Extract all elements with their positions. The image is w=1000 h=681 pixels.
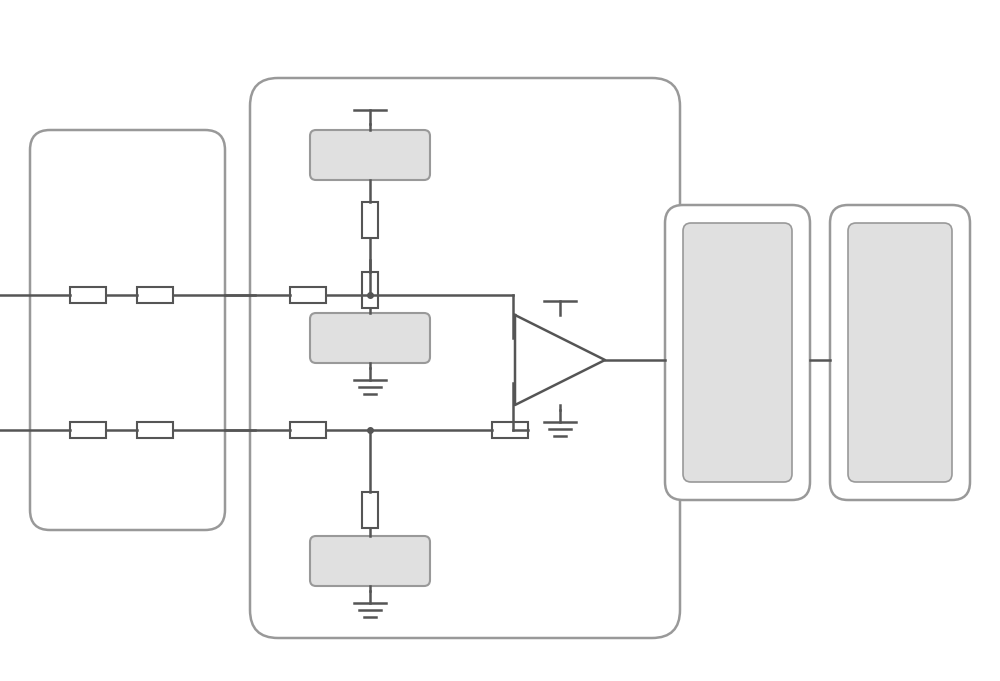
Bar [290, 287, 326, 303]
FancyBboxPatch shape [250, 78, 680, 638]
Bar [492, 422, 528, 438]
FancyBboxPatch shape [310, 130, 430, 180]
FancyBboxPatch shape [310, 313, 430, 363]
FancyBboxPatch shape [30, 130, 225, 530]
FancyBboxPatch shape [830, 205, 970, 500]
Bar [137, 287, 173, 303]
Bar [362, 202, 378, 238]
FancyBboxPatch shape [665, 205, 810, 500]
Bar [290, 422, 326, 438]
Bar [70, 422, 106, 438]
Bar [362, 272, 378, 308]
FancyBboxPatch shape [848, 223, 952, 482]
Bar [137, 422, 173, 438]
Bar [362, 492, 378, 528]
FancyBboxPatch shape [310, 536, 430, 586]
Bar [70, 287, 106, 303]
FancyBboxPatch shape [683, 223, 792, 482]
